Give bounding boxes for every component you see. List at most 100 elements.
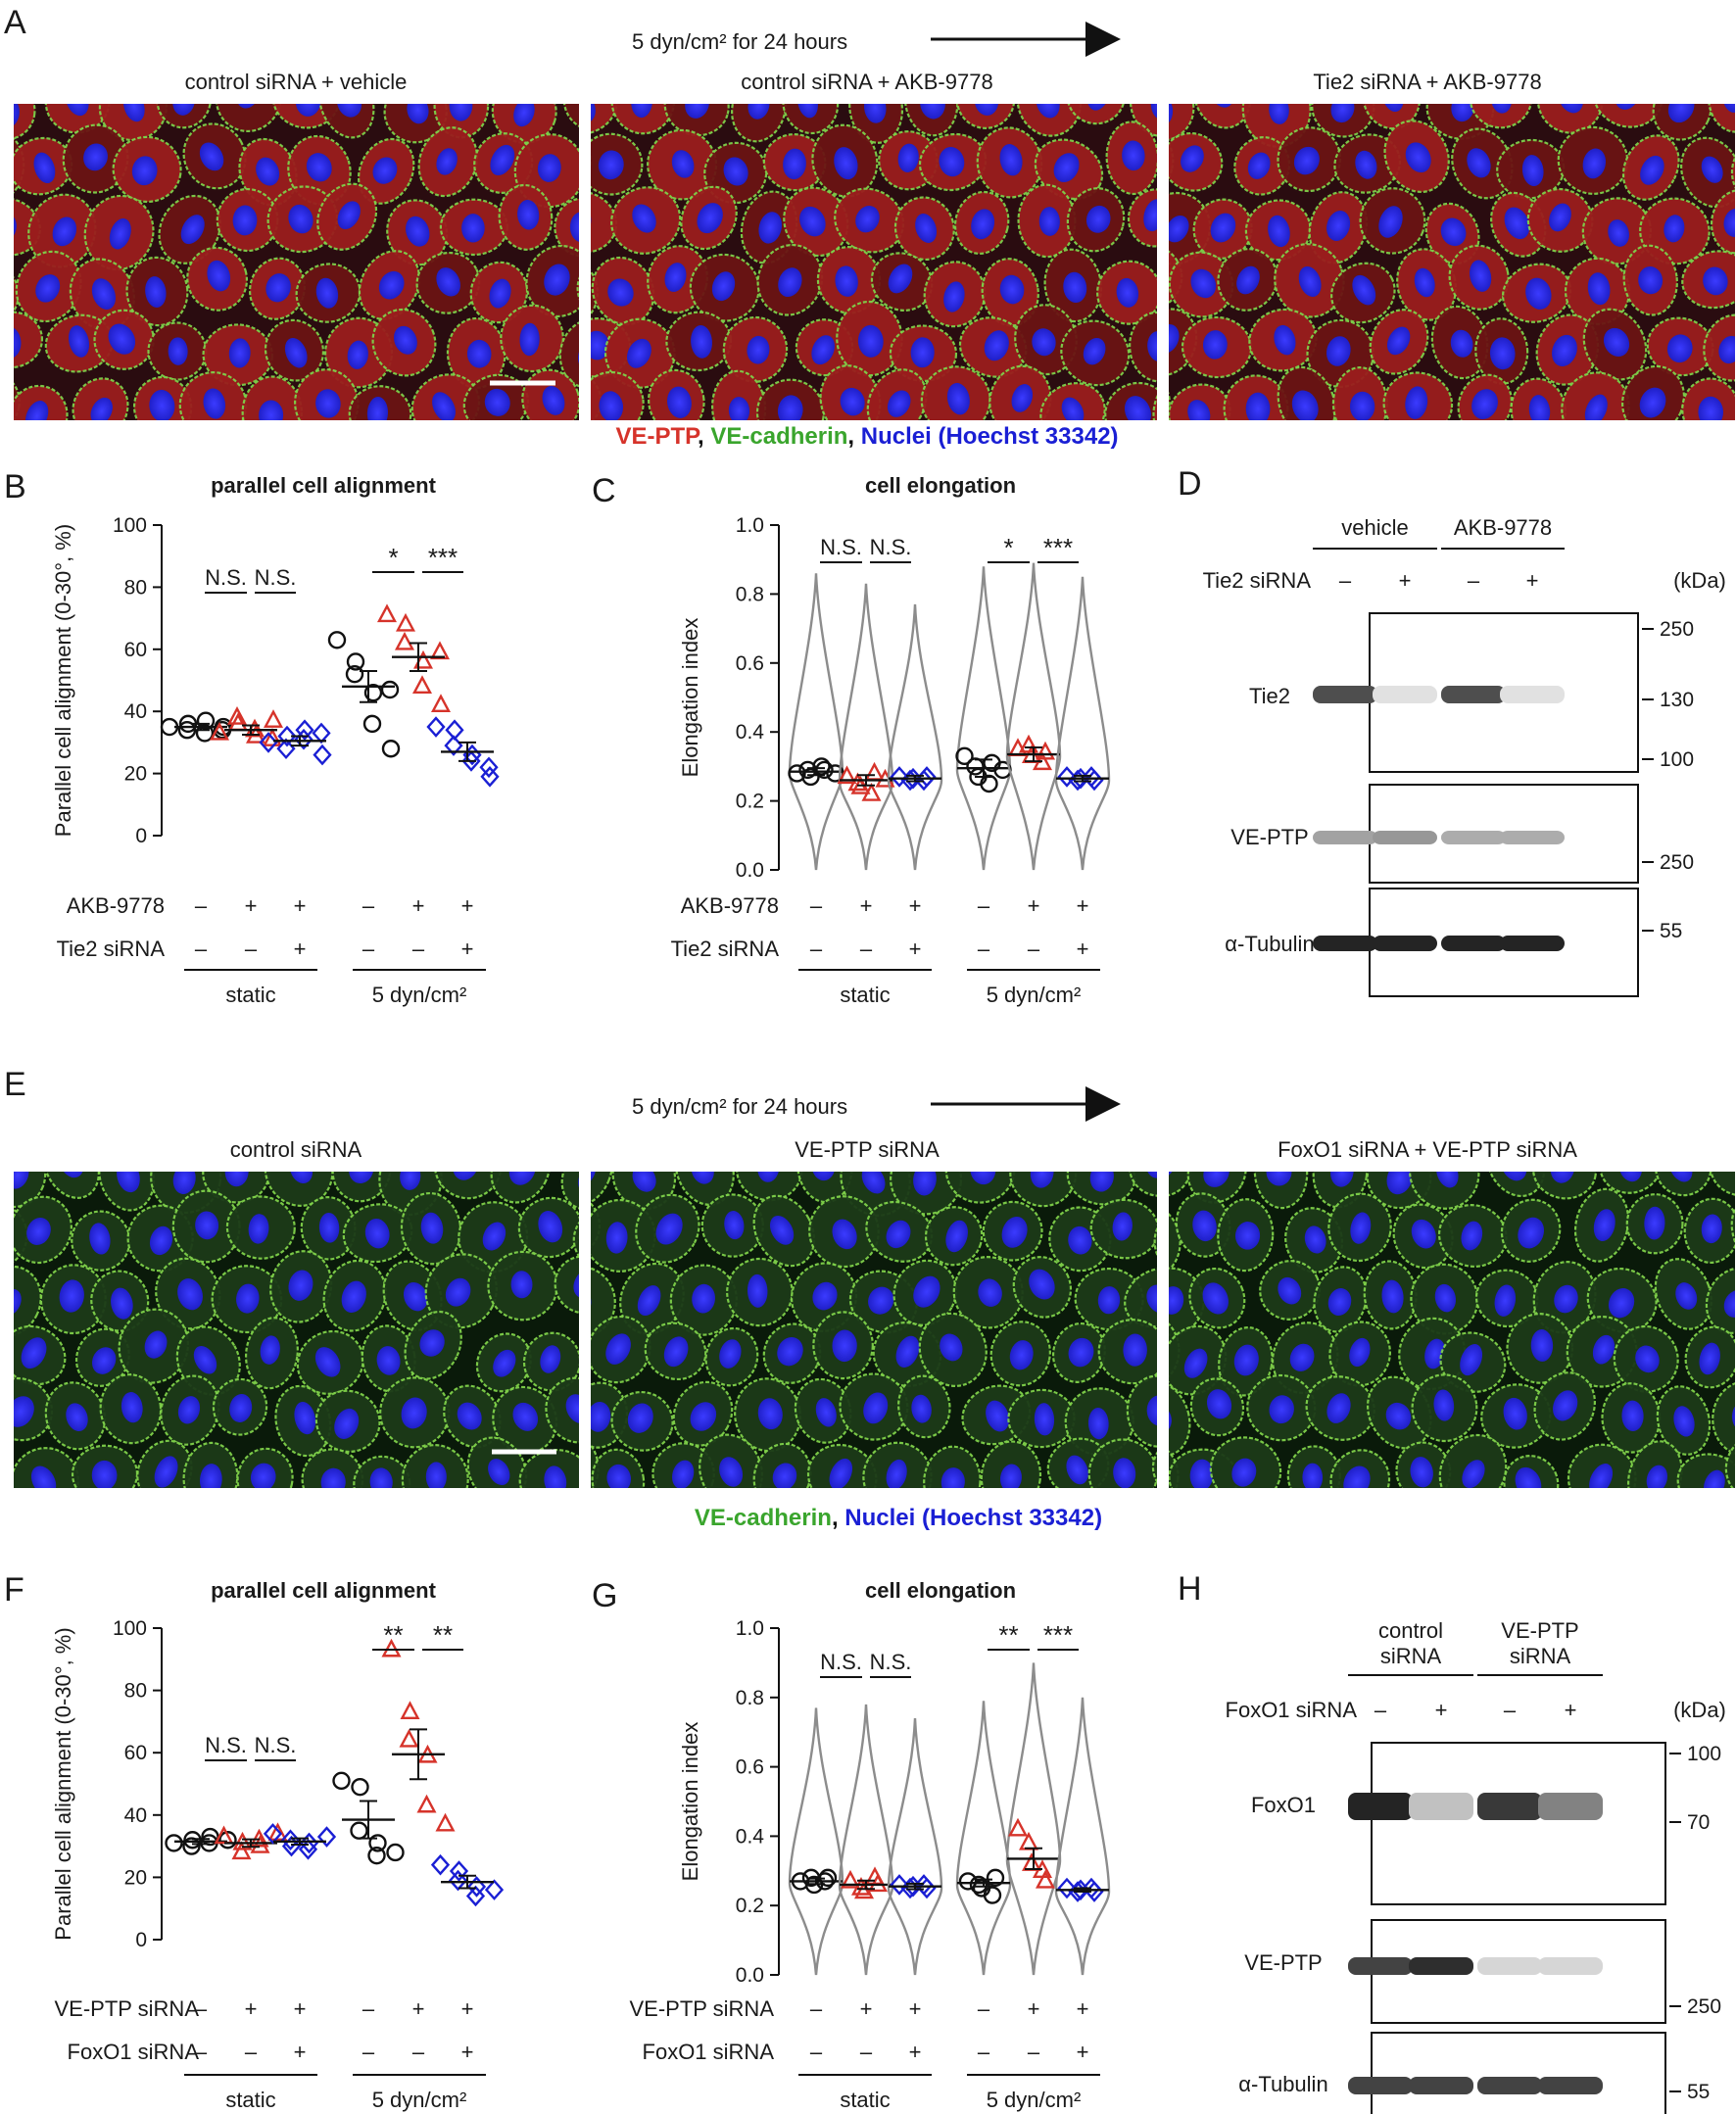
- cell: [1712, 1380, 1735, 1457]
- cell: [1688, 424, 1736, 506]
- nucleus: [666, 386, 692, 418]
- condition-sign: –: [412, 2040, 425, 2064]
- nucleus: [1139, 437, 1174, 476]
- condition-sign: +: [1077, 2040, 1089, 2064]
- nucleus: [1349, 391, 1375, 420]
- condition-sign: –: [810, 2040, 823, 2064]
- marker-label: 100: [1687, 1743, 1721, 1765]
- nucleus: [487, 37, 511, 68]
- condition-sign: –: [810, 937, 823, 961]
- nucleus: [1640, 155, 1664, 185]
- nucleus: [406, 216, 430, 247]
- kda-label: (kDa): [1673, 568, 1726, 593]
- nucleus: [1349, 1337, 1371, 1368]
- cell: [1066, 104, 1126, 125]
- image-title-a3: Tie2 siRNA + AKB-9778: [1313, 70, 1541, 94]
- cell: [1532, 1172, 1597, 1200]
- nucleus: [1501, 1172, 1527, 1181]
- nucleus: [115, 1519, 137, 1551]
- nucleus: [1530, 1329, 1554, 1362]
- cell: [955, 104, 1016, 129]
- cell: [441, 432, 506, 513]
- nucleus: [489, 278, 511, 309]
- condition-sign: –: [362, 937, 375, 961]
- nucleus: [0, 275, 6, 307]
- blot-band: [1477, 1793, 1542, 1820]
- cell: [610, 104, 676, 135]
- cell: [502, 426, 562, 500]
- blot-row-label: FoxO1 siRNA: [1226, 1698, 1358, 1722]
- nucleus: [1497, 448, 1525, 480]
- blot-strip-label: VE-PTP: [1244, 1950, 1322, 1975]
- condition-sign: –: [245, 937, 258, 961]
- nucleus: [1210, 213, 1236, 243]
- cell: [1536, 104, 1604, 134]
- cell: [1169, 1172, 1192, 1198]
- data-point-diamond: [890, 1874, 909, 1896]
- nucleus: [1410, 1457, 1433, 1488]
- cell: [498, 436, 566, 515]
- nucleus: [83, 143, 108, 171]
- nucleus: [723, 157, 748, 186]
- data-point-diamond: [479, 756, 499, 779]
- cell: [458, 10, 531, 82]
- nucleus: [1545, 1513, 1579, 1549]
- nucleus: [664, 263, 687, 292]
- nucleus: [250, 1463, 276, 1488]
- nucleus: [1304, 1225, 1326, 1254]
- condition-sign: –: [412, 937, 425, 961]
- nucleus: [288, 204, 313, 234]
- blot-sign: –: [1374, 1698, 1387, 1722]
- nucleus: [122, 104, 145, 122]
- nucleus: [1124, 1090, 1151, 1125]
- nucleus: [832, 1329, 857, 1363]
- condition-sign: +: [294, 2040, 307, 2064]
- blot-strip: [1371, 1742, 1666, 1905]
- condition-sign: +: [294, 937, 307, 961]
- nucleus: [168, 337, 188, 365]
- group-label: 5 dyn/cm²: [372, 2088, 467, 2112]
- nucleus: [256, 157, 280, 186]
- nucleus: [829, 1458, 853, 1488]
- nucleus: [1326, 336, 1351, 366]
- y-tick-label: 60: [124, 1742, 147, 1764]
- blot-band: [1477, 2077, 1542, 2094]
- cell: [1581, 1497, 1664, 1575]
- nucleus: [1183, 1348, 1208, 1378]
- nucleus: [1061, 397, 1085, 420]
- nucleus: [1608, 219, 1629, 247]
- nucleus: [1584, 394, 1608, 420]
- cell: [1178, 1492, 1258, 1575]
- nucleus: [885, 1089, 914, 1124]
- nucleus: [943, 281, 965, 312]
- nucleus: [1468, 1096, 1498, 1132]
- nucleus: [915, 214, 938, 243]
- data-point-circle: [346, 652, 365, 671]
- nucleus: [1621, 1400, 1644, 1431]
- nucleus: [863, 1392, 889, 1424]
- image-title-e3: FoxO1 siRNA + VE-PTP siRNA: [1278, 1137, 1577, 1162]
- nucleus: [1667, 104, 1695, 123]
- nucleus: [1350, 35, 1377, 71]
- nucleus: [1553, 1390, 1578, 1421]
- nucleus: [1330, 1172, 1354, 1187]
- nucleus: [607, 278, 634, 307]
- nucleus: [1154, 1519, 1185, 1555]
- nucleus: [513, 104, 535, 127]
- nucleus: [1145, 458, 1171, 492]
- nucleus: [111, 1287, 133, 1320]
- blot-header: vehicle: [1341, 515, 1408, 540]
- kda-label: (kDa): [1673, 1698, 1726, 1722]
- nucleus: [1689, 23, 1722, 61]
- cell: [576, 257, 579, 320]
- violin-shape: [887, 1717, 943, 1976]
- y-tick-label: 0.4: [736, 1825, 765, 1848]
- data-point-diamond: [280, 1829, 301, 1851]
- nucleus: [311, 1088, 343, 1125]
- nucleus: [1066, 1455, 1088, 1485]
- nucleus: [436, 148, 458, 175]
- blot-band: [1373, 936, 1437, 951]
- group-label: static: [225, 2088, 275, 2112]
- condition-row-label: AKB-9778: [67, 893, 165, 918]
